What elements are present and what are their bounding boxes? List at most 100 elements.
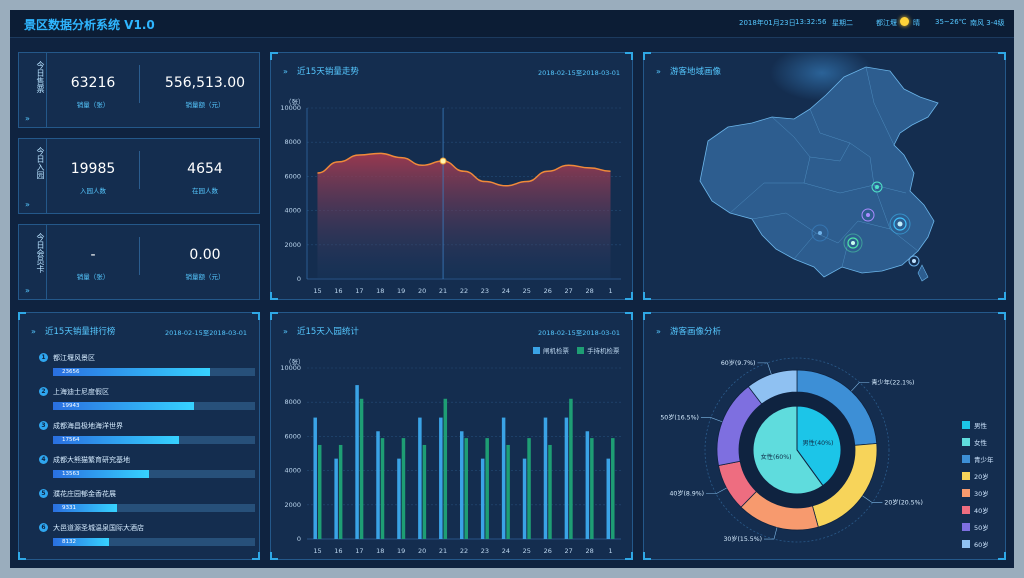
visitor-pie-chart: 男性(40%) 女性(60%) 青少年(22.1%) 20岁(20.5%) 30岁(1…: [660, 357, 994, 549]
rank-bar-track: 8132: [53, 538, 255, 546]
legend-swatch: [962, 438, 970, 446]
bar-gate[interactable]: [522, 458, 527, 539]
legend-label: 青少年: [974, 455, 994, 464]
bar-handheld[interactable]: [359, 398, 364, 539]
pie-slice-label: 40岁(8.9%): [669, 490, 704, 498]
legend-label: 60岁: [974, 540, 989, 549]
chevron-right-icon: »: [283, 67, 288, 76]
x-tick-label: 26: [544, 547, 552, 555]
region-map-panel: » 游客地域画像: [643, 52, 1006, 300]
chevron-right-icon: »: [656, 327, 661, 336]
sales-trend-panel: » 近15天销量走势 2018-02-15至2018-03-01 （张） 0 200…: [270, 52, 633, 300]
bar-handheld[interactable]: [527, 438, 531, 539]
legend-swatch: [962, 523, 970, 531]
highlight-point[interactable]: [439, 157, 447, 165]
x-tick-label: 22: [460, 547, 468, 555]
x-tick-label: 21: [439, 287, 447, 295]
corner-decoration: [270, 52, 278, 60]
stat-tab-member[interactable]: 今日会员卡 »: [18, 224, 46, 300]
bar-handheld[interactable]: [506, 444, 510, 539]
legend-swatch: [962, 506, 970, 514]
bar-gate[interactable]: [606, 458, 611, 539]
bar-handheld[interactable]: [569, 398, 573, 539]
bar-handheld[interactable]: [401, 438, 406, 539]
bar-gate[interactable]: [376, 431, 380, 539]
rank-scenic-name: 成都大熊猫繁育研究基地: [53, 456, 130, 464]
legend-label: 20岁: [974, 472, 989, 481]
visitor-portrait-title: » 游客画像分析: [656, 325, 721, 337]
bar-gate[interactable]: [543, 417, 548, 539]
bar-gate[interactable]: [397, 458, 401, 539]
bar-handheld[interactable]: [548, 444, 552, 539]
x-tick-label: 1: [608, 287, 612, 295]
corner-decoration: [625, 312, 633, 320]
rank-value: 19943: [62, 403, 80, 409]
pie-leader-line: [862, 495, 883, 504]
pie-inner-slice-女性[interactable]: [752, 405, 824, 495]
x-tick-label: 18: [376, 547, 384, 555]
bar-handheld[interactable]: [485, 438, 489, 539]
map-marker-5[interactable]: [811, 224, 829, 242]
pie-slice-60岁[interactable]: [747, 369, 798, 405]
bar-handheld[interactable]: [338, 444, 343, 539]
x-tick-label: 18: [376, 287, 384, 295]
rank-scenic-name: 都江堰风景区: [53, 354, 95, 362]
china-map[interactable]: [644, 53, 1005, 299]
rank-item[interactable]: 6 大邑道源圣城温泉国际大酒店 8132: [39, 523, 255, 553]
x-tick-label: 23: [481, 547, 489, 555]
bar-gate[interactable]: [460, 431, 464, 539]
rank-item[interactable]: 3 成都海昌极地海洋世界 17564: [39, 421, 255, 451]
legend-swatch-gate: [533, 347, 540, 354]
sun-icon: [900, 17, 909, 26]
ranking-panel: » 近15天销量排行榜 2018-02-15至2018-03-01 1 都江堰风景…: [18, 312, 260, 560]
member-amount: 0.00: [189, 247, 221, 263]
china-outline: [699, 66, 939, 278]
rank-value: 17564: [62, 437, 80, 443]
map-marker-2[interactable]: [861, 208, 875, 222]
x-tick-label: 28: [585, 287, 593, 295]
x-tick-label: 16: [334, 547, 342, 555]
pie-slice-label: 60岁(9.7%): [721, 359, 756, 367]
entry-stats-title: » 近15天入园统计: [283, 325, 359, 337]
bar-gate[interactable]: [564, 417, 569, 539]
pie-leader-line: [706, 487, 727, 495]
map-marker-1[interactable]: [871, 181, 883, 193]
map-marker-3[interactable]: [889, 213, 911, 235]
map-marker-6[interactable]: [908, 255, 920, 267]
bar-gate[interactable]: [480, 458, 485, 539]
stat-tab-ticket[interactable]: 今日售票 »: [18, 52, 46, 128]
bar-gate[interactable]: [334, 458, 338, 539]
rank-item[interactable]: 4 成都大熊猫繁育研究基地 13563: [39, 455, 255, 485]
bar-gate[interactable]: [313, 417, 317, 539]
corner-decoration: [643, 552, 651, 560]
bar-handheld[interactable]: [464, 438, 469, 539]
map-marker-4[interactable]: [843, 233, 863, 253]
weather-text: 晴: [913, 19, 920, 27]
bar-gate[interactable]: [439, 417, 443, 539]
bar-gate[interactable]: [585, 431, 590, 539]
rank-number-badge: 1: [39, 353, 48, 362]
legend-swatch: [962, 489, 970, 497]
stat-tab-entry[interactable]: 今日入园 »: [18, 138, 46, 214]
bar-handheld[interactable]: [317, 444, 322, 539]
rank-item[interactable]: 5 濮花庄园郁金香花展 9331: [39, 489, 255, 519]
y-tick-label: 6000: [284, 432, 301, 440]
bar-gate[interactable]: [355, 385, 359, 539]
trend-line: [317, 152, 611, 187]
bar-gate[interactable]: [501, 417, 506, 539]
y-tick-label: 6000: [284, 172, 301, 180]
bar-handheld[interactable]: [443, 398, 448, 539]
rank-item[interactable]: 1 都江堰风景区 23656: [39, 353, 255, 383]
y-axis-unit: （张）: [285, 357, 305, 366]
bar-handheld[interactable]: [611, 438, 615, 539]
bar-handheld[interactable]: [590, 438, 594, 539]
chevron-right-icon: »: [283, 327, 288, 336]
bar-handheld[interactable]: [380, 438, 385, 539]
rank-item[interactable]: 2 上海迪士尼度假区 19943: [39, 387, 255, 417]
rank-number-badge: 3: [39, 421, 48, 430]
rank-bar-track: 17564: [53, 436, 255, 444]
bar-gate[interactable]: [418, 417, 422, 539]
region-map-title: » 游客地域画像: [656, 65, 721, 77]
bar-handheld[interactable]: [422, 444, 427, 539]
pie-leader-line: [700, 417, 723, 423]
